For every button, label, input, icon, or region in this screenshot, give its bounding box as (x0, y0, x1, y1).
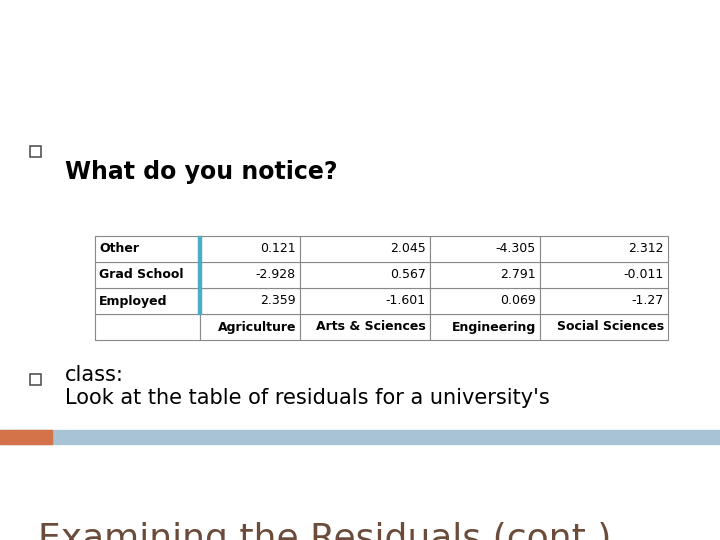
Text: 2.791: 2.791 (500, 268, 536, 281)
Bar (300, 262, 430, 288)
Text: 2.359: 2.359 (261, 294, 296, 307)
Bar (540, 314, 668, 340)
Bar (95, 236, 200, 262)
Bar (200, 236, 300, 262)
Text: Employed: Employed (99, 294, 168, 307)
Bar (430, 288, 540, 314)
Text: -1.601: -1.601 (386, 294, 426, 307)
Text: Agriculture: Agriculture (217, 321, 296, 334)
Bar (430, 236, 540, 262)
Text: 0.567: 0.567 (390, 268, 426, 281)
Bar (430, 314, 540, 340)
Text: 2.045: 2.045 (390, 242, 426, 255)
Text: 0.121: 0.121 (261, 242, 296, 255)
Bar (0, 430, 52, 444)
Text: Grad School: Grad School (99, 268, 184, 281)
Bar (30, 146, 41, 157)
Bar (95, 314, 200, 340)
Text: -4.305: -4.305 (496, 242, 536, 255)
Bar (300, 236, 430, 262)
Bar (430, 262, 540, 288)
Bar (300, 314, 430, 340)
Bar (95, 262, 200, 288)
Bar (200, 288, 300, 314)
Bar (540, 262, 668, 288)
Text: -1.27: -1.27 (631, 294, 664, 307)
Text: Examining the Residuals (cont.): Examining the Residuals (cont.) (38, 522, 611, 540)
Text: Look at the table of residuals for a university's: Look at the table of residuals for a uni… (65, 388, 550, 408)
Bar (0, 430, 720, 444)
Bar (540, 236, 668, 262)
Bar (200, 262, 300, 288)
Bar (95, 288, 200, 314)
Bar (198, 236, 201, 314)
Text: Other: Other (99, 242, 139, 255)
Text: What do you notice?: What do you notice? (65, 160, 338, 184)
Text: -2.928: -2.928 (256, 268, 296, 281)
Text: 0.069: 0.069 (500, 294, 536, 307)
Text: Engineering: Engineering (451, 321, 536, 334)
Bar (300, 288, 430, 314)
Text: class:: class: (65, 365, 124, 385)
Text: Arts & Sciences: Arts & Sciences (316, 321, 426, 334)
Bar (540, 288, 668, 314)
Bar (30, 374, 41, 385)
Text: -0.011: -0.011 (624, 268, 664, 281)
Bar (200, 314, 300, 340)
Text: 2.312: 2.312 (629, 242, 664, 255)
Text: Social Sciences: Social Sciences (557, 321, 664, 334)
